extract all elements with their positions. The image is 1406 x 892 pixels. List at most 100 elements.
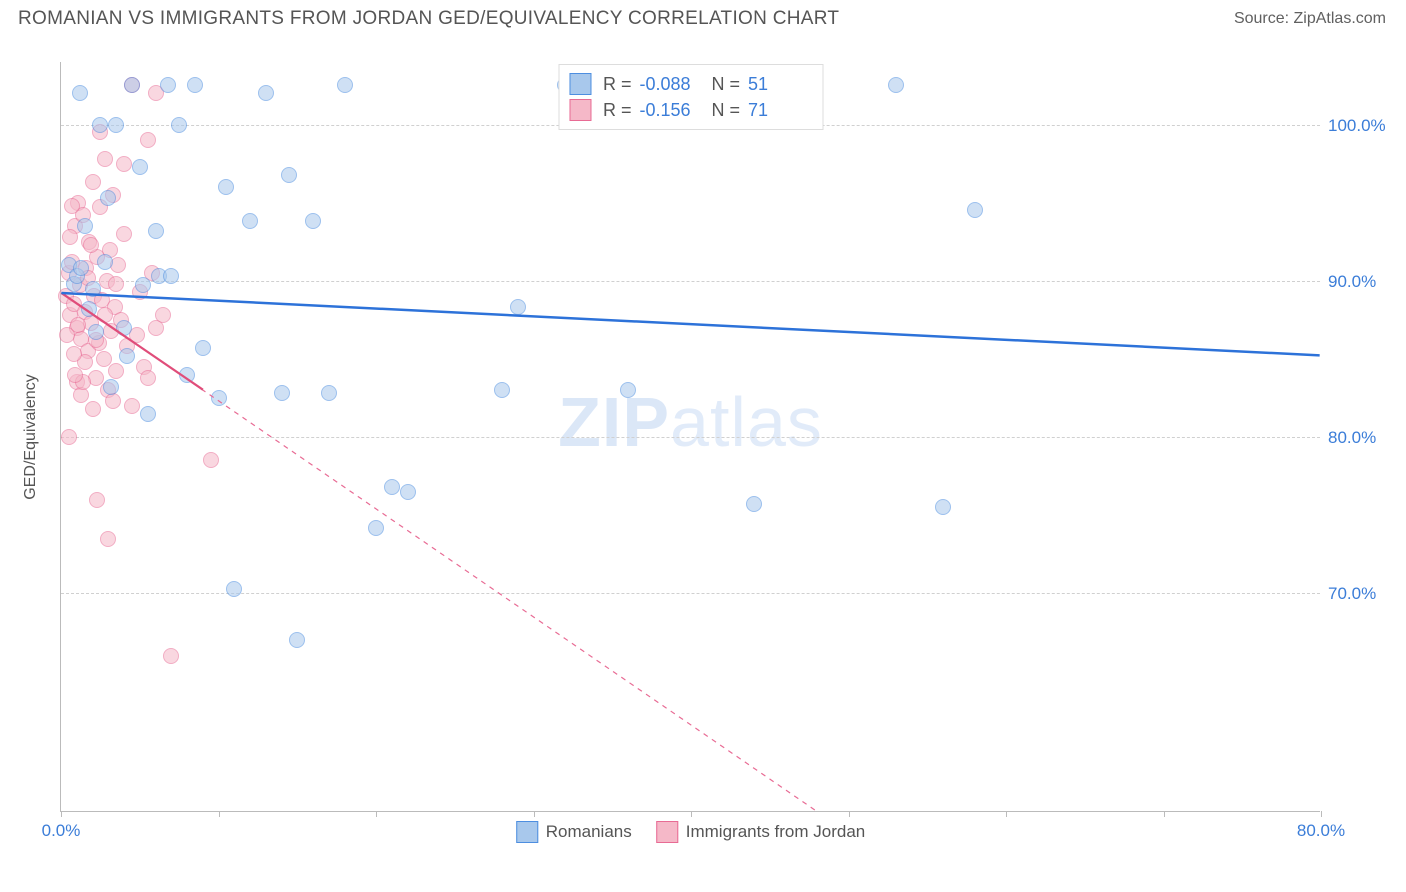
n-label: N = bbox=[712, 100, 741, 121]
scatter-point bbox=[321, 385, 337, 401]
scatter-point bbox=[203, 452, 219, 468]
scatter-point bbox=[89, 492, 105, 508]
x-tick bbox=[691, 811, 692, 817]
scatter-point bbox=[494, 382, 510, 398]
scatter-point bbox=[305, 213, 321, 229]
y-tick-label: 90.0% bbox=[1328, 272, 1388, 292]
scatter-point bbox=[85, 401, 101, 417]
legend-series: Romanians Immigrants from Jordan bbox=[516, 821, 866, 843]
scatter-point bbox=[163, 268, 179, 284]
x-tick bbox=[849, 811, 850, 817]
legend-label: Romanians bbox=[546, 822, 632, 842]
r-value: -0.088 bbox=[640, 74, 700, 95]
n-value: 71 bbox=[748, 100, 808, 121]
scatter-point bbox=[96, 351, 112, 367]
scatter-point bbox=[140, 406, 156, 422]
scatter-point bbox=[242, 213, 258, 229]
scatter-point bbox=[81, 301, 97, 317]
scatter-point bbox=[62, 229, 78, 245]
scatter-point bbox=[88, 324, 104, 340]
scatter-point bbox=[337, 77, 353, 93]
scatter-point bbox=[100, 531, 116, 547]
scatter-point bbox=[116, 156, 132, 172]
chart-header: ROMANIAN VS IMMIGRANTS FROM JORDAN GED/E… bbox=[0, 0, 1406, 34]
x-tick bbox=[219, 811, 220, 817]
scatter-point bbox=[100, 190, 116, 206]
scatter-point bbox=[97, 254, 113, 270]
r-label: R = bbox=[603, 74, 632, 95]
scatter-point bbox=[187, 77, 203, 93]
scatter-point bbox=[61, 429, 77, 445]
scatter-point bbox=[105, 393, 121, 409]
legend-label: Immigrants from Jordan bbox=[686, 822, 866, 842]
scatter-point bbox=[510, 299, 526, 315]
x-tick-label: 80.0% bbox=[1297, 821, 1345, 841]
scatter-point bbox=[368, 520, 384, 536]
scatter-point bbox=[135, 277, 151, 293]
x-tick bbox=[1006, 811, 1007, 817]
scatter-point bbox=[97, 151, 113, 167]
x-tick bbox=[1164, 811, 1165, 817]
legend-stats-row: R = -0.088 N = 51 bbox=[569, 71, 808, 97]
r-label: R = bbox=[603, 100, 632, 121]
x-tick bbox=[1321, 811, 1322, 817]
r-value: -0.156 bbox=[640, 100, 700, 121]
scatter-point bbox=[384, 479, 400, 495]
scatter-point bbox=[85, 174, 101, 190]
legend-item: Romanians bbox=[516, 821, 632, 843]
scatter-point bbox=[70, 317, 86, 333]
chart-title: ROMANIAN VS IMMIGRANTS FROM JORDAN GED/E… bbox=[18, 8, 839, 30]
scatter-point bbox=[108, 117, 124, 133]
y-tick-label: 70.0% bbox=[1328, 584, 1388, 604]
scatter-point bbox=[258, 85, 274, 101]
scatter-point bbox=[140, 132, 156, 148]
y-tick-label: 100.0% bbox=[1328, 116, 1388, 136]
grid-line: 70.0% bbox=[61, 593, 1320, 594]
scatter-point bbox=[66, 346, 82, 362]
scatter-point bbox=[226, 581, 242, 597]
scatter-point bbox=[935, 499, 951, 515]
scatter-point bbox=[124, 398, 140, 414]
scatter-point bbox=[67, 367, 83, 383]
watermark: ZIPatlas bbox=[558, 382, 823, 462]
y-tick-label: 80.0% bbox=[1328, 428, 1388, 448]
scatter-point bbox=[888, 77, 904, 93]
scatter-point bbox=[108, 363, 124, 379]
chart-container: GED/Equivalency ZIPatlas 70.0%80.0%90.0%… bbox=[18, 42, 1388, 872]
scatter-point bbox=[124, 77, 140, 93]
legend-stats-row: R = -0.156 N = 71 bbox=[569, 97, 808, 123]
scatter-point bbox=[97, 307, 113, 323]
scatter-point bbox=[116, 320, 132, 336]
n-value: 51 bbox=[748, 74, 808, 95]
x-tick-label: 0.0% bbox=[42, 821, 81, 841]
x-tick bbox=[376, 811, 377, 817]
plot-area: GED/Equivalency ZIPatlas 70.0%80.0%90.0%… bbox=[60, 62, 1320, 812]
scatter-point bbox=[77, 218, 93, 234]
scatter-point bbox=[85, 281, 101, 297]
scatter-point bbox=[83, 237, 99, 253]
scatter-point bbox=[155, 307, 171, 323]
scatter-point bbox=[72, 85, 88, 101]
grid-line: 90.0% bbox=[61, 281, 1320, 282]
scatter-point bbox=[274, 385, 290, 401]
scatter-point bbox=[119, 348, 135, 364]
legend-item: Immigrants from Jordan bbox=[656, 821, 866, 843]
scatter-point bbox=[195, 340, 211, 356]
source-attribution: Source: ZipAtlas.com bbox=[1234, 10, 1386, 28]
x-tick bbox=[534, 811, 535, 817]
scatter-point bbox=[281, 167, 297, 183]
scatter-point bbox=[132, 159, 148, 175]
scatter-point bbox=[289, 632, 305, 648]
scatter-point bbox=[103, 379, 119, 395]
scatter-point bbox=[211, 390, 227, 406]
scatter-point bbox=[218, 179, 234, 195]
scatter-point bbox=[73, 260, 89, 276]
scatter-point bbox=[746, 496, 762, 512]
legend-swatch bbox=[569, 73, 591, 95]
scatter-point bbox=[171, 117, 187, 133]
legend-swatch bbox=[569, 99, 591, 121]
scatter-point bbox=[160, 77, 176, 93]
n-label: N = bbox=[712, 74, 741, 95]
scatter-point bbox=[967, 202, 983, 218]
scatter-point bbox=[148, 223, 164, 239]
